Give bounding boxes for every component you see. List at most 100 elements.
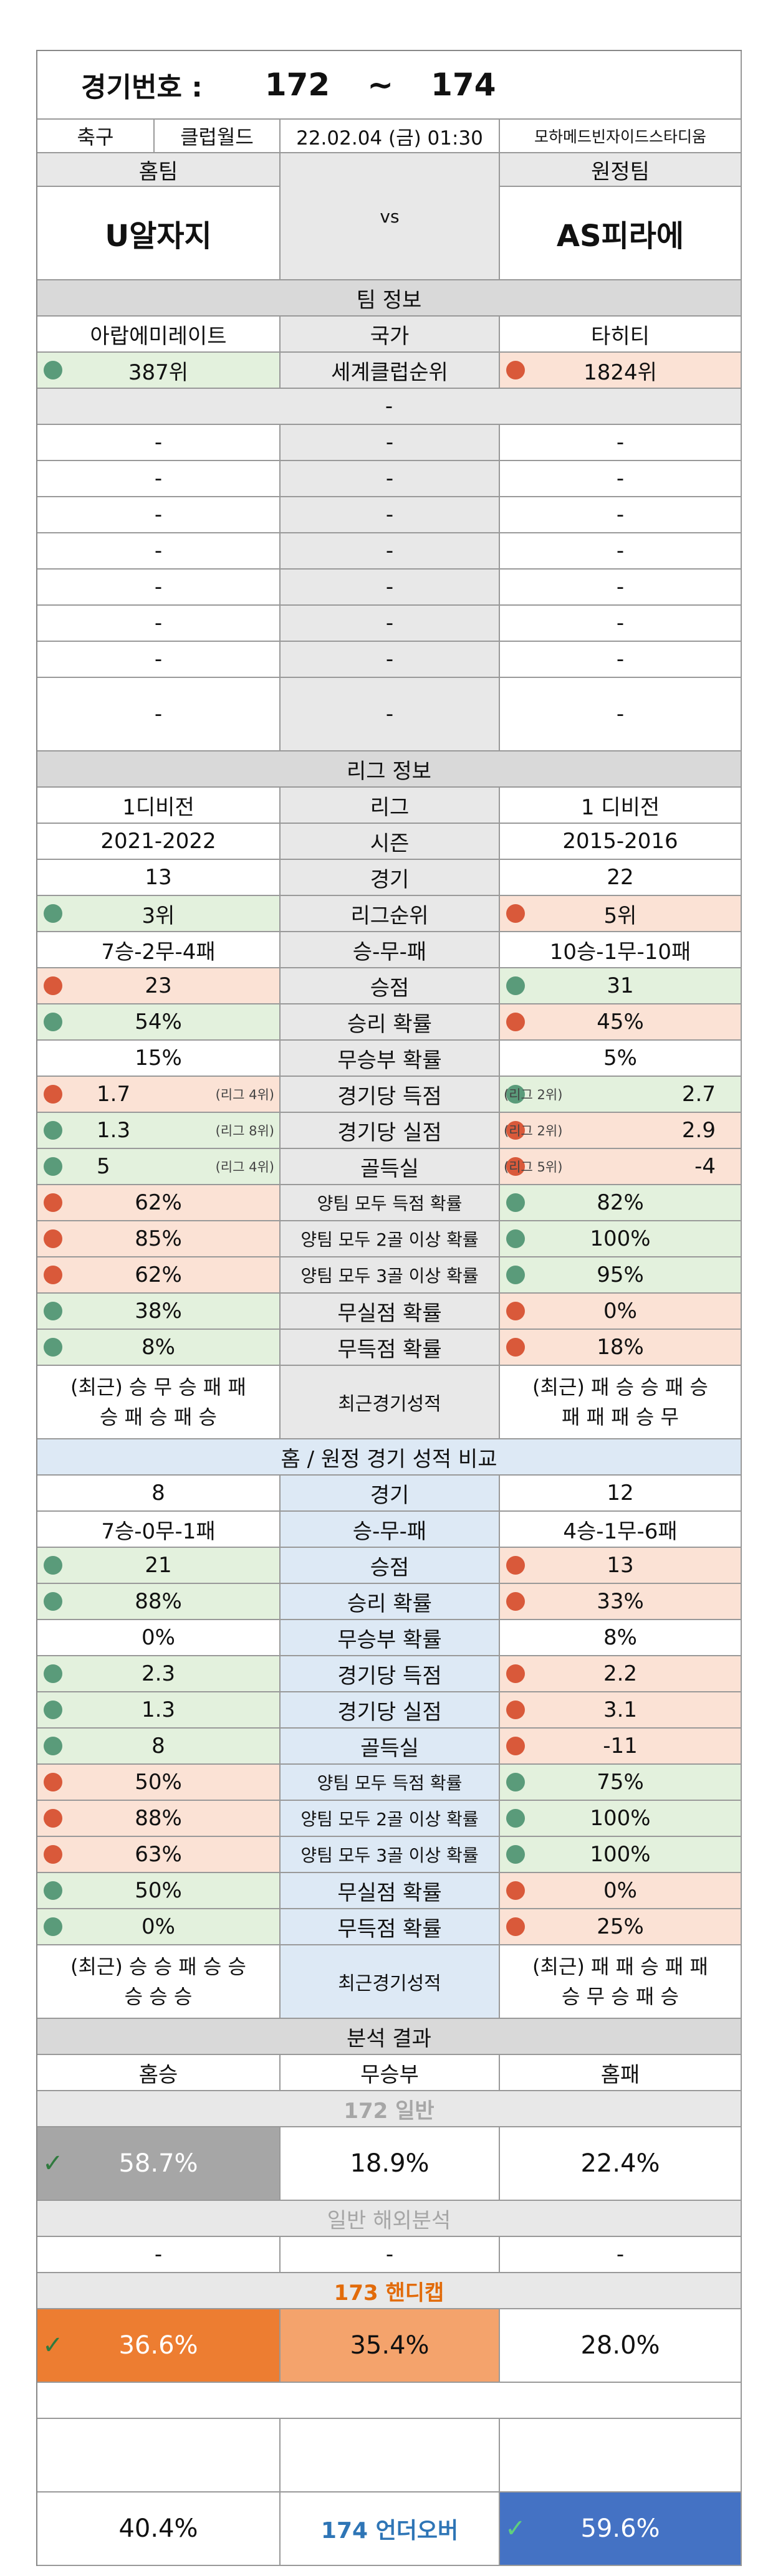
league-rank-note: (리그 2위) — [504, 1123, 563, 1138]
team-info-title: 팀 정보 — [37, 280, 742, 317]
stat-label: 양팀 모두 득점 확률 — [281, 1185, 500, 1221]
away-value: 25% — [597, 1914, 644, 1939]
home-value: 88% — [135, 1589, 182, 1614]
league-rank-note: (리그 4위) — [215, 1087, 274, 1102]
match-analysis-sheet: 경기번호 : 172 ~ 174 축구 클럽월드 22.02.04 (금) 01… — [36, 50, 742, 2566]
overseas-analysis-title: 일반 해외분석 — [37, 2201, 742, 2237]
home-win-header: 홈승 — [37, 2055, 281, 2091]
stat-row: 62% 양팀 모두 득점 확률 82% — [37, 1185, 742, 1221]
stat-row: 88% 양팀 모두 2골 이상 확률 100% — [37, 1801, 742, 1837]
stat-label: 양팀 모두 득점 확률 — [281, 1765, 500, 1801]
away-stat: -11 — [500, 1729, 742, 1765]
recent-line: 패 패 패 승 무 — [562, 1405, 679, 1429]
league-rank-note: (리그 8위) — [215, 1123, 274, 1138]
home-value: 2021-2022 — [100, 829, 216, 854]
status-dot-icon — [44, 1338, 62, 1357]
away-value: 4승-1무-6패 — [563, 1519, 678, 1544]
handicap-home-loss: 28.0% — [500, 2309, 742, 2383]
away-value: -4 — [694, 1154, 716, 1179]
teams-block: 홈팀 U알자지 vs 원정팀 AS피라에 — [37, 153, 742, 280]
empty-row: --- — [37, 461, 742, 497]
empty-cell: - — [281, 642, 500, 678]
status-dot-icon — [44, 1773, 62, 1791]
stat-label: 리그순위 — [281, 896, 500, 932]
status-dot-icon — [44, 1157, 62, 1176]
stat-row: 2.3 경기당 득점 2.2 — [37, 1656, 742, 1692]
under-over-label: 174 언더오버 — [281, 2493, 500, 2566]
stat-label: 승리 확률 — [281, 1584, 500, 1620]
home-value: 21 — [145, 1553, 172, 1578]
home-stat: 85% — [37, 1221, 281, 1257]
home-stat: (리그 4위) 1.7 — [37, 1077, 281, 1113]
world-rank-row: 387위 세계클럽순위 1824위 — [37, 353, 742, 389]
overseas-home: - — [37, 2237, 281, 2273]
away-stat: 5% — [500, 1041, 742, 1077]
home-stat: (리그 8위) 1.3 — [37, 1113, 281, 1149]
general-draw: 18.9% — [281, 2127, 500, 2201]
ha-recent-label: 최근경기성적 — [281, 1945, 500, 2019]
country-label: 국가 — [281, 317, 500, 353]
status-dot-icon — [44, 1302, 62, 1320]
status-dot-icon — [506, 1773, 525, 1791]
home-stat: 88% — [37, 1801, 281, 1837]
away-stat: 82% — [500, 1185, 742, 1221]
team-info-empty-rows: ------------------------ — [37, 425, 742, 751]
stat-row: 0% 무승부 확률 8% — [37, 1620, 742, 1656]
away-value: 2.9 — [681, 1118, 716, 1143]
under-over-row: 40.4% 174 언더오버 ✓ 59.6% — [37, 2493, 742, 2566]
home-stat: 63% — [37, 1837, 281, 1873]
home-value: 1.7 — [97, 1082, 131, 1107]
away-value: 5위 — [603, 903, 637, 928]
empty-row: --- — [37, 425, 742, 461]
stat-label: 경기 — [281, 860, 500, 896]
away-stat: 4승-1무-6패 — [500, 1512, 742, 1548]
away-value: 5% — [603, 1046, 637, 1071]
match-number-header: 경기번호 : 172 ~ 174 — [37, 51, 742, 120]
home-stat: 62% — [37, 1257, 281, 1294]
home-value: 38% — [135, 1299, 182, 1324]
stat-label: 양팀 모두 3골 이상 확률 — [281, 1837, 500, 1873]
away-world-rank: 1824위 — [583, 360, 657, 385]
stat-row: 1디비전 리그 1 디비전 — [37, 788, 742, 824]
stat-row: 50% 무실점 확률 0% — [37, 1873, 742, 1909]
away-value: -11 — [603, 1734, 638, 1758]
home-value: 88% — [135, 1806, 182, 1831]
status-dot-icon — [506, 1592, 525, 1611]
empty-cell: - — [37, 425, 281, 461]
stat-label: 경기당 실점 — [281, 1692, 500, 1729]
home-value: 1.3 — [141, 1697, 176, 1722]
home-value: 8 — [151, 1481, 165, 1505]
home-value: 0% — [142, 1625, 175, 1650]
away-stat: 12 — [500, 1476, 742, 1512]
away-stat: 0% — [500, 1294, 742, 1330]
status-dot-icon — [506, 1121, 525, 1140]
stat-row: 7승-2무-4패 승-무-패 10승-1무-10패 — [37, 932, 742, 968]
home-country: 아랍에미레이트 — [37, 317, 281, 353]
home-value: 7승-0무-1패 — [101, 1519, 216, 1544]
over-value-cell: ✓ 59.6% — [500, 2493, 742, 2566]
away-value: 2015-2016 — [562, 829, 678, 854]
away-value: 22 — [607, 865, 634, 890]
away-value: 3.1 — [603, 1697, 638, 1722]
stat-label: 승점 — [281, 968, 500, 1004]
status-dot-icon — [506, 1013, 525, 1031]
empty-cell: - — [281, 533, 500, 570]
status-dot-icon — [44, 1229, 62, 1248]
away-stat: 95% — [500, 1257, 742, 1294]
home-world-rank-cell: 387위 — [37, 353, 281, 389]
home-value: 62% — [135, 1262, 182, 1287]
stat-label: 리그 — [281, 788, 500, 824]
status-dot-icon — [44, 1013, 62, 1031]
away-stat: (리그 2위) 2.9 — [500, 1113, 742, 1149]
away-stat: 2.2 — [500, 1656, 742, 1692]
empty-cell: - — [281, 606, 500, 642]
away-stat: 100% — [500, 1801, 742, 1837]
away-stat: 22 — [500, 860, 742, 896]
match-number-label: 경기번호 : — [81, 72, 203, 103]
home-value: 7승-2무-4패 — [101, 939, 216, 965]
away-value: 8% — [603, 1625, 637, 1650]
empty-row: --- — [37, 533, 742, 570]
away-stat: 10승-1무-10패 — [500, 932, 742, 968]
stat-row: 88% 승리 확률 33% — [37, 1584, 742, 1620]
